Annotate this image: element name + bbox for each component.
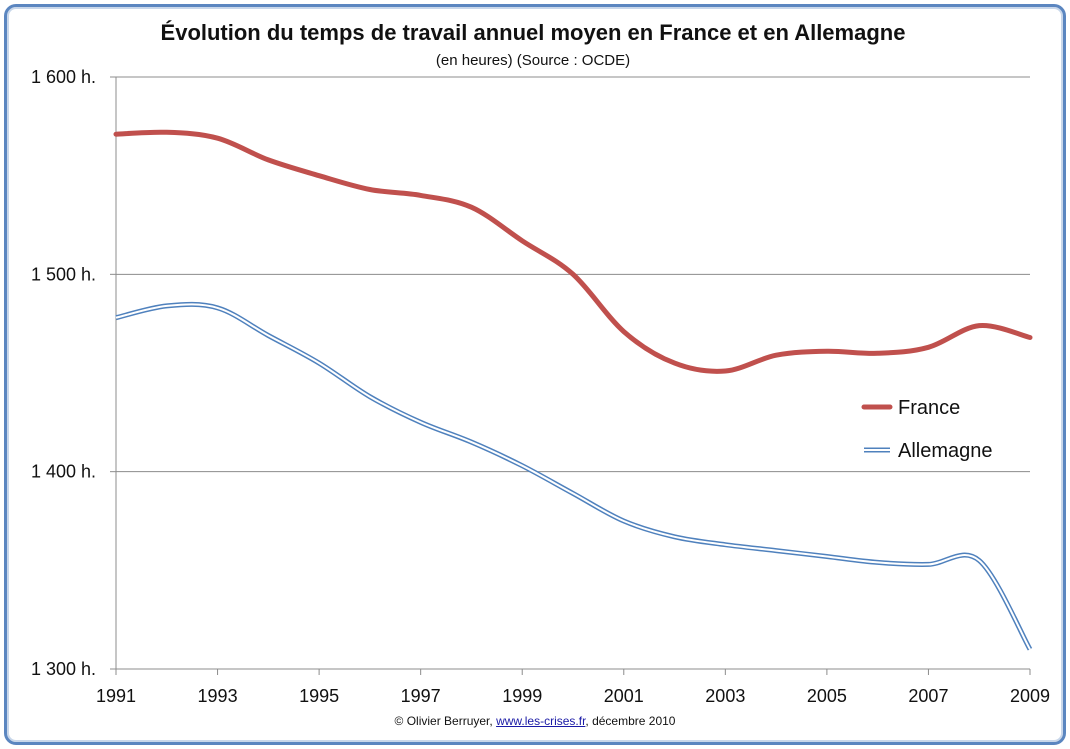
- y-tick-label: 1 400 h.: [31, 462, 96, 482]
- x-tick-label: 2009: [1010, 686, 1050, 706]
- y-tick-label: 1 600 h.: [31, 67, 96, 87]
- legend-label-allemagne: Allemagne: [898, 440, 993, 462]
- x-tick-label: 1995: [299, 686, 339, 706]
- x-tick-label: 2007: [908, 686, 948, 706]
- x-tick-label: 1999: [502, 686, 542, 706]
- series-line-france: [113, 129, 1033, 374]
- x-tick-label: 1993: [198, 686, 238, 706]
- credit-line: © Olivier Berruyer, www.les-crises.fr, d…: [0, 714, 1070, 728]
- x-tick-label: 2001: [604, 686, 644, 706]
- credit-suffix: , décembre 2010: [585, 714, 676, 728]
- chart-subtitle: (en heures) (Source : OCDE): [435, 52, 631, 69]
- y-tick-label: 1 300 h.: [31, 659, 96, 679]
- credit-link[interactable]: www.les-crises.fr: [496, 714, 586, 728]
- legend-label-france: France: [898, 397, 960, 419]
- credit-prefix: © Olivier Berruyer,: [394, 714, 497, 728]
- series-line-allemagne: [115, 301, 1033, 651]
- y-tick-label: 1 500 h.: [31, 264, 96, 284]
- x-tick-label: 1991: [96, 686, 136, 706]
- chart-title: Évolution du temps de travail annuel moy…: [160, 20, 906, 45]
- x-tick-label: 2003: [705, 686, 745, 706]
- chart-frame: [4, 4, 1066, 745]
- x-tick-label: 1997: [401, 686, 441, 706]
- series-line-inner-allemagne: [115, 303, 1031, 650]
- x-tick-label: 2005: [807, 686, 847, 706]
